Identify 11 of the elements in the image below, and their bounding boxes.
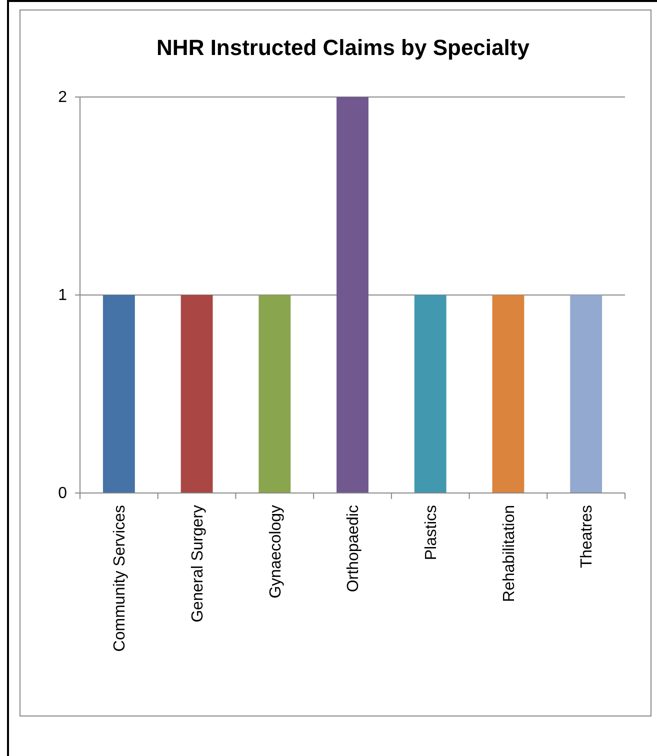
y-tick-label: 2	[58, 89, 68, 106]
x-tick-label: Orthopaedic	[345, 505, 362, 592]
x-tick-label: Gynaecology	[267, 505, 284, 598]
x-tick-label: Community Services	[112, 505, 129, 652]
chart-title: NHR Instructed Claims by Specialty	[156, 35, 530, 60]
y-tick-label: 0	[58, 485, 68, 502]
x-tick-label: General Surgery	[189, 505, 206, 622]
x-tick-label: Plastics	[422, 505, 440, 560]
y-tick-label: 1	[58, 287, 68, 304]
x-tick-label: Rehabilitation	[500, 505, 518, 602]
x-tick-label: Theatres	[578, 505, 596, 568]
